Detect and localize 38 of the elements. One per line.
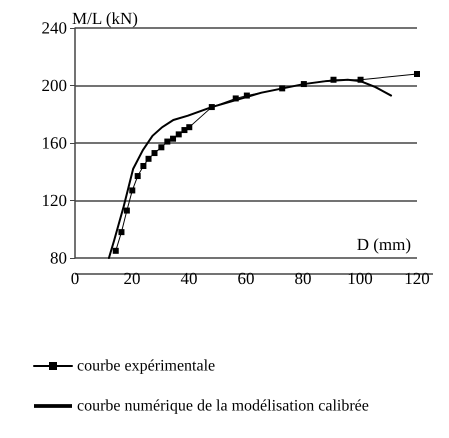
y-tick-label: 160 [42, 134, 67, 152]
y-tick-label: 240 [42, 18, 67, 38]
point [358, 76, 364, 83]
y-tick-label: 80 [50, 248, 67, 268]
point [140, 163, 146, 169]
point [244, 92, 250, 99]
x-tick-label: 80 [294, 269, 312, 288]
point [232, 95, 239, 102]
point [118, 229, 124, 236]
point [330, 76, 336, 83]
point [176, 131, 182, 138]
point [300, 81, 307, 88]
y-axis-title: M/L (kN) [72, 9, 138, 28]
y-tick-label: 200 [42, 76, 67, 95]
point [134, 173, 141, 180]
point [124, 208, 130, 214]
legend-label: courbe expérimentale [77, 358, 216, 374]
point [129, 187, 136, 194]
point [170, 136, 176, 142]
point [112, 248, 119, 254]
point [279, 85, 286, 92]
x-tick-label: 60 [238, 269, 254, 288]
point [414, 71, 420, 77]
y-tick-label: 120 [42, 191, 67, 210]
point [186, 124, 192, 130]
point [181, 127, 188, 134]
point [152, 150, 158, 156]
x-axis-title: D (mm) [356, 235, 411, 254]
point [158, 144, 164, 150]
point [208, 104, 215, 110]
x-tick-label: 0 [70, 269, 80, 288]
x-tick-label: 40 [180, 269, 198, 288]
x-tick-label: 100 [347, 269, 373, 288]
point [164, 138, 170, 145]
x-tick-label: 20 [124, 269, 140, 288]
x-tick-label: 120 [404, 269, 430, 288]
legend-label: courbe numérique de la modélisation calibrée [77, 398, 369, 414]
point [146, 156, 152, 162]
